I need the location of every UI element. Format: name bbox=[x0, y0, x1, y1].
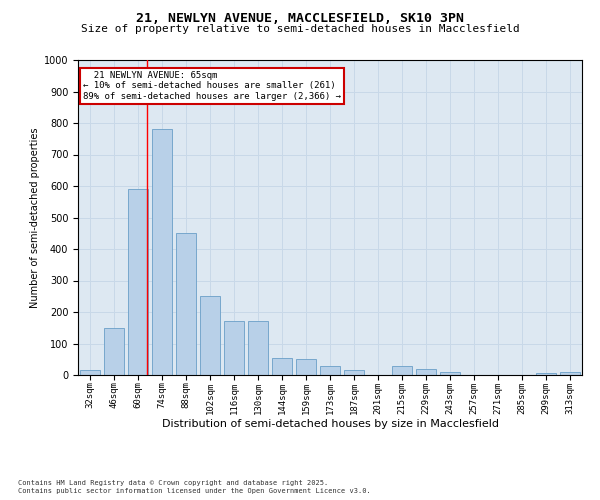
Bar bbox=[80, 370, 100, 375]
X-axis label: Distribution of semi-detached houses by size in Macclesfield: Distribution of semi-detached houses by … bbox=[161, 419, 499, 429]
Bar bbox=[296, 359, 316, 375]
Bar bbox=[344, 370, 364, 375]
Bar bbox=[392, 366, 412, 375]
Y-axis label: Number of semi-detached properties: Number of semi-detached properties bbox=[29, 127, 40, 308]
Bar bbox=[536, 374, 556, 375]
Text: Contains HM Land Registry data © Crown copyright and database right 2025.
Contai: Contains HM Land Registry data © Crown c… bbox=[18, 480, 371, 494]
Text: 21 NEWLYN AVENUE: 65sqm
← 10% of semi-detached houses are smaller (261)
89% of s: 21 NEWLYN AVENUE: 65sqm ← 10% of semi-de… bbox=[83, 71, 341, 101]
Bar bbox=[128, 189, 148, 375]
Bar bbox=[104, 328, 124, 375]
Bar bbox=[224, 322, 244, 375]
Bar bbox=[320, 366, 340, 375]
Bar bbox=[152, 130, 172, 375]
Bar bbox=[440, 372, 460, 375]
Bar bbox=[560, 372, 580, 375]
Text: 21, NEWLYN AVENUE, MACCLESFIELD, SK10 3PN: 21, NEWLYN AVENUE, MACCLESFIELD, SK10 3P… bbox=[136, 12, 464, 26]
Text: Size of property relative to semi-detached houses in Macclesfield: Size of property relative to semi-detach… bbox=[80, 24, 520, 34]
Bar bbox=[176, 233, 196, 375]
Bar bbox=[200, 296, 220, 375]
Bar bbox=[416, 368, 436, 375]
Bar bbox=[248, 322, 268, 375]
Bar bbox=[272, 358, 292, 375]
